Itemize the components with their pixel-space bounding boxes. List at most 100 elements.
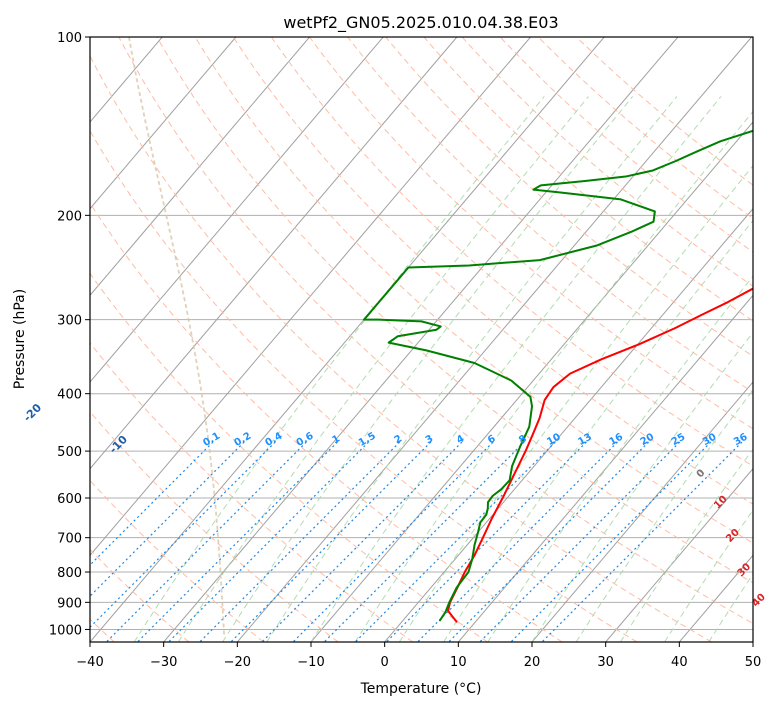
isotherm-line (90, 37, 310, 297)
dry-adiabat-line (156, 37, 753, 584)
dry-adiabat-line (90, 410, 339, 642)
dry-adiabat-line (309, 37, 753, 430)
moist-adiabat-line (222, 96, 634, 642)
moist-adiabat-line (664, 509, 753, 642)
dry-adiabat-line (347, 37, 753, 393)
tick-labels: −40 −30 −20 −10 0 10 20 30 40 5010020030040050060… (49, 31, 761, 670)
moist-adiabat-line (133, 96, 545, 642)
dry-adiabat-line (90, 202, 563, 642)
axes (85, 36, 754, 647)
mixing-ratio-line (90, 441, 214, 566)
mixing-ratio-label: 8 (517, 433, 529, 446)
dry-adiabat-line (90, 548, 190, 642)
y-tick-label: 1000 (49, 623, 82, 638)
reference-curve (128, 37, 226, 638)
y-tick-label: 600 (57, 492, 82, 507)
isotherm-line (605, 467, 753, 642)
mixing-ratio-label: 1 (330, 433, 342, 446)
mixing-ratio-label: 13 (576, 432, 594, 449)
mixing-ratio-line (261, 441, 463, 642)
mixing-ratio-label: 6 (486, 433, 498, 446)
moist-adiabat-line (531, 331, 753, 642)
isotherm-line (90, 37, 531, 557)
y-tick-label: 800 (57, 566, 82, 581)
mixing-ratio-line (105, 441, 307, 642)
x-tick-label: 50 (745, 655, 762, 670)
isotherm-line (531, 381, 753, 642)
dry-adiabat-line (90, 479, 264, 642)
dry-adiabat-line (90, 129, 638, 642)
mixing-ratio-line (168, 441, 370, 642)
mixing-ratio-line (448, 441, 650, 642)
moist-adiabat-line (354, 110, 753, 642)
dry-adiabat-line (385, 37, 753, 357)
x-axis-label: Temperature (°C) (360, 681, 482, 697)
mixing-ratio-label: 16 (608, 432, 626, 449)
mixing-ratio-label: 36 (732, 432, 750, 449)
mixing-ratio-label: 1.5 (357, 431, 378, 449)
mixing-ratio-lines (90, 441, 743, 642)
y-tick-label: 200 (57, 209, 82, 224)
y-tick-label: 500 (57, 445, 82, 460)
x-tick-label: −40 (76, 655, 103, 670)
mixing-ratio-line (199, 441, 401, 642)
pressure-grid (90, 37, 753, 630)
mixing-ratio-line (137, 441, 338, 642)
mixing-ratio-label: 3 (424, 433, 436, 446)
x-tick-label: −30 (150, 655, 177, 670)
mixing-ratio-line (323, 441, 525, 642)
moist-adiabat-line (398, 164, 753, 642)
mixing-ratio-label: 0.1 (201, 431, 222, 449)
dry-adiabat-line (576, 37, 753, 186)
isotherm-line (90, 37, 384, 383)
mixing-ratio-line (354, 441, 556, 642)
y-axis-label: Pressure (hPa) (12, 289, 28, 389)
dry-adiabat-line (423, 37, 753, 322)
dry-adiabat-line (499, 37, 753, 253)
mixing-ratio-line (541, 441, 743, 642)
mixing-ratio-label: 0.6 (295, 431, 316, 449)
isotherm-line (678, 554, 753, 642)
mixing-ratio-label: 2 (393, 433, 405, 446)
mixing-ratio-label: 10 (545, 432, 563, 449)
x-tick-label: −20 (224, 655, 251, 670)
mixing-ratio-line (417, 441, 618, 642)
mixing-ratio-label: 30 (701, 432, 719, 449)
x-tick-label: −10 (297, 655, 324, 670)
mixing-ratio-line (230, 441, 432, 642)
isotherm-lines (90, 37, 753, 642)
dry-adiabat-line (118, 37, 753, 625)
y-tick-label: 900 (57, 596, 82, 611)
y-tick-label: 400 (57, 388, 82, 403)
x-tick-label: 10 (450, 655, 467, 670)
mixing-ratio-line (385, 441, 587, 642)
moist-adiabat-line (487, 275, 753, 642)
mixing-ratio-label: 4 (455, 433, 467, 446)
moist-adiabat-line (266, 96, 678, 642)
mixing-ratio-line (479, 441, 681, 642)
dry-adiabat-line (461, 37, 753, 287)
moist-adiabat-line (752, 641, 753, 642)
x-tick-label: 30 (597, 655, 614, 670)
y-tick-label: 700 (57, 532, 82, 547)
moist-adiabat-label: 10 (712, 494, 730, 512)
dry-adiabat-label: -10 (107, 433, 130, 456)
moist-adiabat-line (177, 96, 589, 642)
mixing-ratio-label: 20 (639, 432, 657, 449)
reference-curve-line (128, 37, 226, 638)
isotherm-line (236, 37, 752, 642)
dry-adiabat-label: -20 (21, 401, 44, 424)
moist-adiabat-line (575, 389, 753, 642)
isotherm-line (90, 37, 458, 470)
x-tick-label: 40 (671, 655, 688, 670)
moist-adiabat-line (619, 448, 753, 642)
isotherm-line (310, 121, 753, 642)
isotherm-line (752, 641, 753, 642)
y-tick-label: 300 (57, 314, 82, 329)
mixing-ratio-label: 25 (670, 432, 688, 449)
mixing-ratio-line (90, 441, 245, 597)
dry-adiabat-line (232, 37, 753, 505)
mixing-ratio-label: 0.2 (232, 431, 253, 449)
